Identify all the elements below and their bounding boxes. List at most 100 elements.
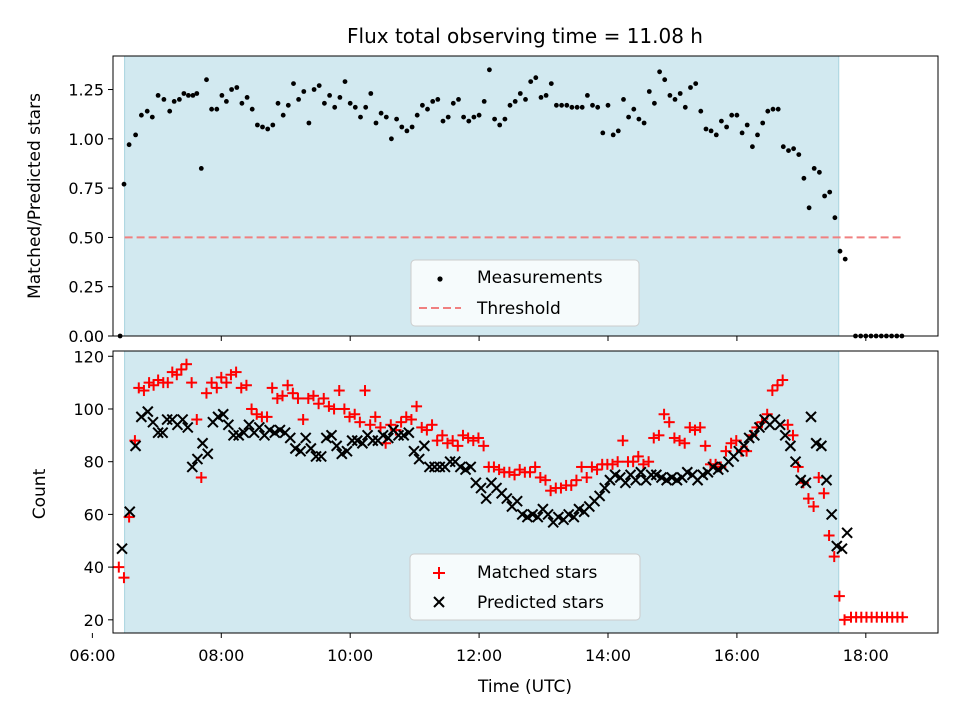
matched-star-point [200, 387, 212, 399]
measurement-point [682, 104, 688, 110]
measurement-point [837, 248, 843, 254]
measurement-point [585, 93, 590, 98]
matched-star-point [191, 414, 203, 426]
x-tick-label: 14:00 [585, 646, 631, 665]
predicted-star-point [310, 450, 322, 463]
matched-star-point [338, 403, 350, 415]
measurement-point [806, 205, 812, 211]
matched-star-point [344, 411, 356, 423]
matched-star-point [570, 474, 582, 486]
predicted-star-point [152, 426, 164, 439]
matched-star-point [180, 358, 192, 370]
matched-star-point [457, 429, 469, 441]
predicted-star-point [825, 508, 838, 521]
matched-star-point [472, 432, 484, 444]
measurement-point [641, 120, 647, 126]
measurement-point [621, 97, 626, 102]
measurement-point [750, 144, 755, 150]
measurement-point [786, 148, 791, 154]
x-tick-label: 06:00 [69, 646, 115, 665]
measurement-point [440, 118, 446, 124]
measurement-point [796, 152, 802, 158]
predicted-star-point [238, 426, 250, 439]
measurement-point [265, 126, 271, 132]
measurement-point [373, 120, 379, 126]
matched-star-point [478, 440, 490, 452]
measurement-point [430, 99, 436, 104]
measurement-point [626, 114, 631, 120]
predicted-star-point [315, 450, 327, 463]
measurement-point [456, 97, 461, 102]
predicted-star-point [501, 492, 513, 505]
matched-star-point [374, 421, 386, 433]
measurement-point [383, 114, 389, 120]
predicted-star-point [382, 432, 394, 444]
matched-star-point [586, 461, 598, 473]
measurement-point [204, 77, 209, 83]
matched-star-point [230, 366, 242, 378]
measurement-point [347, 100, 353, 106]
measurement-point [667, 93, 673, 98]
measurement-point [569, 104, 575, 110]
predicted-star-point [124, 506, 136, 518]
measurement-point [662, 77, 668, 83]
predicted-star-point [444, 455, 456, 468]
measurement-point [615, 128, 621, 134]
matched-star-point [503, 466, 515, 478]
matched-star-point [411, 400, 423, 412]
y-tick-label: 0.25 [68, 278, 104, 297]
predicted-star-point [568, 511, 580, 523]
measurement-point [337, 95, 343, 100]
predicted-star-point [186, 461, 198, 473]
matched-star-point [235, 382, 247, 394]
measurement-point [239, 100, 245, 106]
measurement-point [190, 93, 196, 98]
measurement-point [194, 91, 200, 96]
predicted-star-point [774, 419, 786, 431]
measurement-point [394, 116, 399, 122]
matched-star-point [632, 450, 644, 462]
measurement-point [149, 114, 155, 120]
measurement-point [219, 93, 225, 98]
measurement-point [177, 97, 182, 102]
matched-star-point [328, 403, 340, 415]
matched-star-point [772, 379, 784, 391]
matched-star-point [658, 408, 670, 420]
predicted-star-point [243, 419, 255, 431]
predicted-star-point [748, 429, 761, 442]
matched-star-point [266, 382, 278, 394]
top-panel: 0.00 0.25 0.50 0.75 1.00 1.25 Matched/Predict… [25, 55, 939, 346]
predicted-star-point [593, 490, 606, 502]
measurement-point [332, 104, 338, 110]
matched-star-point [818, 487, 830, 499]
measurement-point [342, 79, 348, 84]
predicted-star-point [161, 413, 173, 426]
predicted-star-point [253, 421, 266, 434]
predicted-star-point [403, 426, 415, 439]
predicted-star-point [367, 434, 379, 447]
measurement-point [414, 112, 420, 118]
matched-star-point [782, 419, 794, 431]
matched-star-point [333, 385, 345, 397]
matched-star-point [627, 456, 639, 468]
predicted-star-point [542, 508, 554, 521]
measurement-point [770, 106, 776, 112]
matched-star-point [684, 421, 696, 433]
measurement-point [144, 108, 150, 114]
predicted-star-point [428, 461, 441, 473]
measurement-point [445, 114, 451, 120]
matched-star-point [699, 440, 711, 452]
predicted-star-point [532, 511, 544, 523]
predicted-star-point [480, 492, 492, 505]
y-tick-label: 100 [73, 400, 104, 419]
matched-star-point [897, 611, 909, 623]
matched-star-point [565, 479, 577, 491]
matched-star-point [442, 437, 454, 449]
measurement-point [533, 75, 539, 81]
measurement-point [574, 104, 580, 110]
top-x-ticks [91, 336, 867, 341]
measurement-point [652, 100, 657, 106]
matched-star-point [488, 461, 500, 473]
measurement-point [492, 116, 497, 122]
matched-star-point [292, 392, 304, 404]
